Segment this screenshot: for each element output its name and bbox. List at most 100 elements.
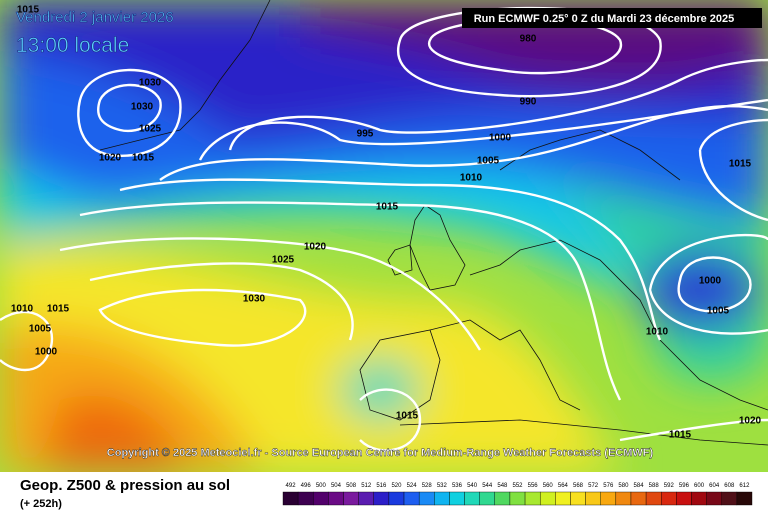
scale-swatch (645, 491, 662, 506)
scale-label: 568 (573, 483, 584, 489)
scale-swatch (736, 491, 753, 506)
scale-label: 496 (301, 483, 312, 489)
scale-label: 584 (634, 483, 645, 489)
scale-label: 508 (346, 483, 357, 489)
isobar-label: 1015 (132, 153, 155, 164)
run-box (462, 8, 762, 28)
isobar-label: 980 (520, 34, 537, 45)
scale-label: 500 (316, 483, 327, 489)
scale-swatch (358, 491, 374, 506)
scale-swatch (539, 491, 556, 506)
scale-swatch (449, 491, 465, 506)
scale-label: 512 (361, 483, 372, 489)
scale-label: 588 (649, 483, 660, 489)
scale-label: 552 (512, 483, 523, 489)
isobar-label: 1010 (11, 304, 34, 315)
scale-swatch (524, 491, 541, 506)
scale-label: 564 (558, 483, 569, 489)
isobar-label: 1030 (139, 78, 162, 89)
scale-label: 536 (452, 483, 463, 489)
scale-swatch (706, 491, 722, 506)
isobar-label: 1015 (47, 304, 70, 315)
scale-label: 580 (618, 483, 629, 489)
scale-label: 604 (709, 483, 720, 489)
scale-label: 592 (664, 483, 675, 489)
scale-swatch (464, 491, 480, 506)
scale-label: 548 (497, 483, 508, 489)
isobar-label: 1010 (646, 327, 669, 338)
isobar-label: 1000 (699, 276, 722, 287)
scale-swatch (297, 491, 314, 506)
scale-swatch (282, 491, 299, 506)
isobar-label: 1010 (460, 173, 483, 184)
isobar-label: 1005 (477, 156, 500, 167)
footer-title: Geop. Z500 & pression au sol (20, 477, 230, 494)
scale-swatch (479, 491, 496, 506)
scale-label: 528 (422, 483, 433, 489)
scale-label: 612 (739, 483, 750, 489)
scale-label: 560 (543, 483, 554, 489)
scale-label: 516 (376, 483, 387, 489)
scale-swatch (570, 491, 586, 506)
scale-label: 492 (286, 483, 297, 489)
scale-swatch (691, 491, 707, 506)
isobar-label: 1025 (139, 124, 162, 135)
scale-swatch (373, 491, 390, 506)
scale-swatch (403, 491, 420, 506)
footer-lead: (+ 252h) (20, 498, 62, 510)
scale-label: 572 (588, 483, 599, 489)
isobar-label: 1015 (376, 202, 399, 213)
scale-label: 544 (482, 483, 493, 489)
isobar-label: 1030 (131, 102, 154, 113)
scale-swatch (388, 491, 405, 506)
scale-label: 540 (467, 483, 478, 489)
isobar-label: 995 (357, 129, 374, 140)
isobar-label: 1020 (304, 242, 327, 253)
isobar-label: 990 (520, 97, 537, 108)
copyright: Copyright © 2025 Meteociel.fr - Source E… (107, 447, 654, 459)
scale-label: 596 (679, 483, 690, 489)
scale-swatch (313, 491, 329, 506)
scale-label: 576 (603, 483, 614, 489)
scale-label: 524 (407, 483, 418, 489)
scale-label: 608 (724, 483, 735, 489)
isobar-label: 1020 (739, 416, 762, 427)
scale-label: 504 (331, 483, 342, 489)
scale-label: 532 (437, 483, 448, 489)
scale-swatch (555, 491, 571, 506)
date: Vendredi 2 janvier 2026 (16, 9, 174, 26)
isobar-label: 1005 (707, 306, 730, 317)
isobar-labels: 980 990 995 1000 1005 1010 1015 1020 1025 1030 101… (11, 5, 762, 441)
scale-swatch (630, 491, 647, 506)
isobar-label: 1025 (272, 255, 295, 266)
local-time: 13:00 locale (16, 34, 129, 57)
scale-swatch (585, 491, 601, 506)
isobar-label: 1015 (669, 430, 692, 441)
scale-swatch (615, 491, 632, 506)
isobar-label: 1020 (99, 153, 122, 164)
scale-swatch (661, 491, 677, 506)
isobar-label: 1005 (29, 324, 52, 335)
scale-swatch (343, 491, 359, 506)
isobar-label: 1000 (35, 347, 58, 358)
isobar-label: 1015 (729, 159, 752, 170)
run-info: Run ECMWF 0.25° 0 Z du Mardi 23 décembre… (474, 13, 735, 25)
isobar-label: 1030 (243, 294, 266, 305)
scale-label: 520 (391, 483, 402, 489)
coastlines (99, 0, 768, 446)
scale-label: 600 (694, 483, 705, 489)
scale-label: 556 (528, 483, 539, 489)
scale-swatch (328, 491, 344, 506)
color-scale: 492 496 500 504 508 512 516 520 524 528 532 536 540 5… (282, 483, 753, 506)
scale-swatch (676, 491, 692, 506)
scale-swatch (434, 491, 450, 506)
scale-swatch (721, 491, 738, 506)
scale-swatch (418, 491, 435, 506)
isobars (0, 6, 768, 452)
isobar-label: 1015 (17, 5, 40, 16)
scale-swatch (600, 491, 617, 506)
scale-swatch (494, 491, 511, 506)
isobar-label: 1000 (489, 133, 512, 144)
